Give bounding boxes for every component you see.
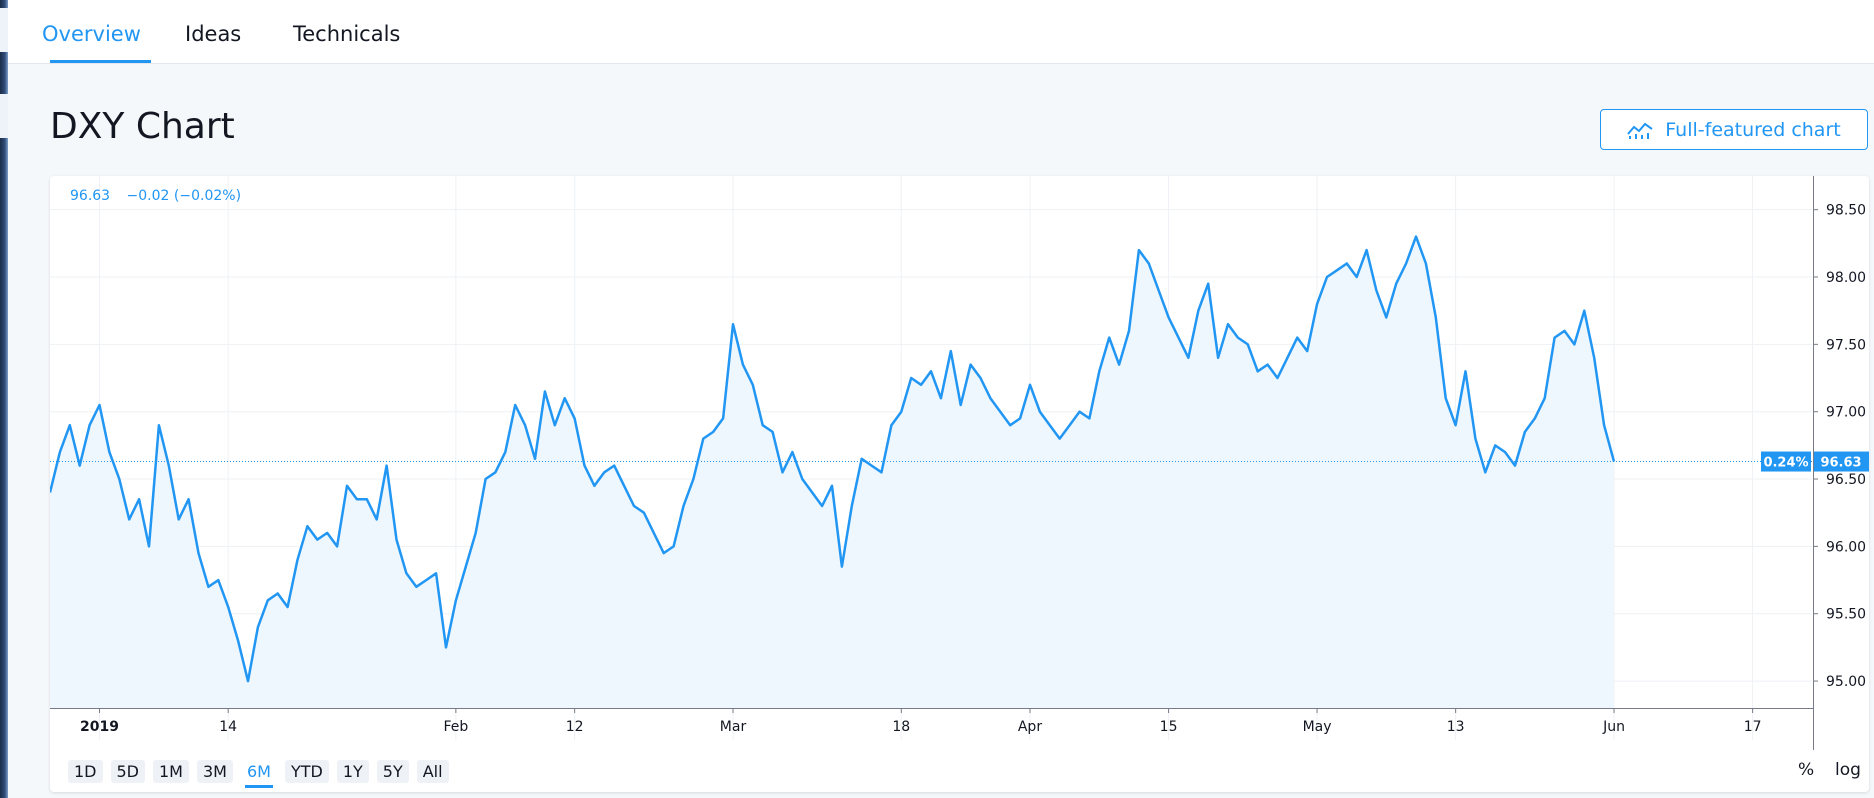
percent-scale-toggle[interactable]: % [1798,760,1815,780]
window-edge-notch [0,94,8,138]
range-button-5y[interactable]: 5Y [376,760,409,783]
y-tick-label: 97.50 [1826,337,1866,353]
chart-card: 2019 14 Feb 12 Mar 18 Apr 15 May 13 Jun 17 98.50 98.0… [50,176,1869,792]
x-tick-label: Jun [1602,719,1625,735]
range-button-1d[interactable]: 1D [68,760,103,783]
tab-ideas[interactable]: Ideas [185,22,242,46]
tab-bar: Overview Ideas Technicals [8,0,1874,64]
x-tick-label: Feb [443,719,468,735]
range-button-6m[interactable]: 6M [241,760,277,788]
range-button-1y[interactable]: 1Y [336,760,369,783]
y-tick-label: 95.50 [1826,607,1866,623]
x-tick-label: Apr [1018,719,1042,735]
change-badge-label: 0.24% [1763,456,1808,471]
chart-line-icon [1627,122,1653,139]
price-chart[interactable]: 2019 14 Feb 12 Mar 18 Apr 15 May 13 Jun 17 98.50 98.0… [50,176,1869,750]
x-tick-label: 12 [566,719,584,735]
tab-technicals[interactable]: Technicals [293,22,401,46]
x-tick-label: 2019 [80,719,119,735]
page-title: DXY Chart [50,106,235,147]
window-edge-notch [0,8,8,52]
tab-overview[interactable]: Overview [42,22,141,46]
range-button-3m[interactable]: 3M [196,760,233,783]
change-badge [1761,451,1811,472]
x-tick-label: 15 [1160,719,1178,735]
x-tick-label: May [1303,719,1332,735]
x-tick-label: 13 [1447,719,1465,735]
range-button-all[interactable]: All [416,760,449,783]
price-series-line [50,235,1616,683]
x-tick-label: 17 [1744,719,1762,735]
y-tick-label: 95.00 [1826,674,1866,690]
range-button-1m[interactable]: 1M [153,760,189,783]
x-tick-label: Mar [720,719,747,735]
y-tick-label: 96.00 [1826,539,1866,555]
y-tick-label: 98.50 [1826,203,1866,219]
price-area-fill [50,236,1614,708]
x-tick-label: 18 [892,719,910,735]
log-scale-toggle[interactable]: log [1835,760,1861,780]
full-featured-chart-label: Full-featured chart [1665,118,1841,141]
quote-change: −0.02 (−0.02%) [126,188,242,204]
window-edge [0,0,8,798]
range-button-5d[interactable]: 5D [110,760,145,783]
last-price-badge-label: 96.63 [1820,456,1861,471]
active-tab-indicator [50,60,151,63]
range-selector: 1D 5D 1M 3M 6M YTD 1Y 5Y All [68,760,449,788]
y-tick-label: 96.50 [1826,472,1866,488]
range-button-ytd[interactable]: YTD [284,760,329,783]
y-tick-label: 97.00 [1826,405,1866,421]
y-tick-label: 98.00 [1826,270,1866,286]
quote-readout: 96.63 −0.02 (−0.02%) [70,188,253,204]
quote-price: 96.63 [70,188,111,204]
x-tick-label: 14 [219,719,237,735]
full-featured-chart-button[interactable]: Full-featured chart [1600,109,1868,150]
last-price-badge [1814,451,1869,472]
